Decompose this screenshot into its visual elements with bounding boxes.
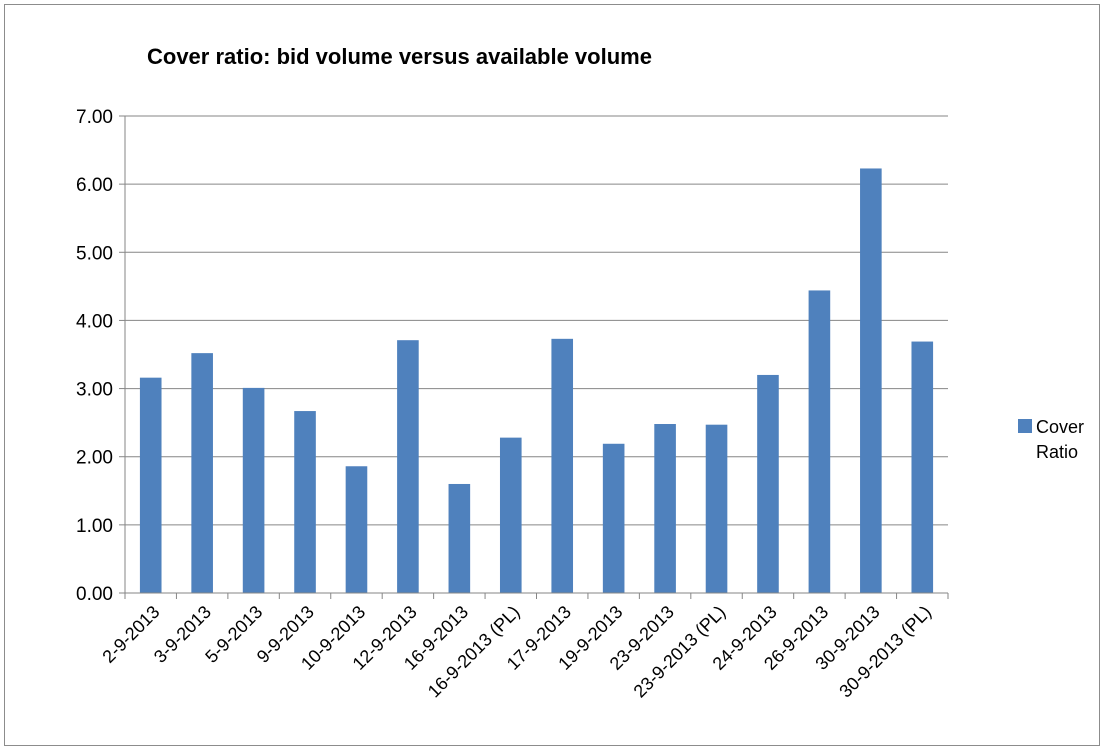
bar-9-9-2013 (294, 411, 316, 593)
bar-5-9-2013 (242, 387, 265, 593)
chart-title: Cover ratio: bid volume versus available… (147, 44, 652, 69)
bars (139, 168, 934, 593)
bar-23-9-2013 (654, 424, 676, 593)
legend-label: Cover (1036, 417, 1084, 437)
bar-12-9-2013 (397, 340, 419, 593)
y-tick-label: 5.00 (76, 243, 113, 264)
bar-23-9-2013-pl (705, 424, 728, 593)
bar-30-9-2013-pl (911, 341, 934, 593)
y-axis-tick-labels: 0.00 1.00 2.00 3.00 4.00 5.00 6.00 7.00 (76, 107, 113, 605)
y-tick-label: 0.00 (76, 584, 113, 605)
bar-30-9-2013 (860, 168, 882, 593)
y-tick-label: 2.00 (76, 448, 113, 469)
x-axis-tick-labels: 2-9-20133-9-20135-9-20139-9-201310-9-201… (98, 602, 935, 702)
y-tick-label: 3.00 (76, 380, 113, 401)
x-tick-label: 30-9-2013 (PL) (835, 602, 935, 702)
bar-10-9-2013 (345, 466, 368, 593)
x-tick-label: 16-9-2013 (PL) (424, 602, 524, 702)
bar-3-9-2013 (191, 353, 213, 593)
bar-16-9-2013-pl (499, 437, 522, 593)
x-tick-label: 23-9-2013 (PL) (630, 602, 730, 702)
legend-swatch (1018, 419, 1032, 433)
bar-16-9-2013 (448, 483, 471, 593)
legend-label: Ratio (1036, 442, 1078, 462)
legend: Cover Ratio (1018, 417, 1084, 462)
y-tick-label: 4.00 (76, 311, 113, 332)
bar-26-9-2013 (808, 290, 831, 593)
axes (119, 115, 949, 599)
bar-2-9-2013 (139, 377, 162, 593)
y-tick-label: 7.00 (76, 107, 113, 128)
bar-19-9-2013 (602, 443, 625, 593)
bar-17-9-2013 (551, 338, 574, 593)
y-tick-label: 6.00 (76, 175, 113, 196)
y-tick-label: 1.00 (76, 516, 113, 537)
bar-24-9-2013 (757, 374, 779, 593)
